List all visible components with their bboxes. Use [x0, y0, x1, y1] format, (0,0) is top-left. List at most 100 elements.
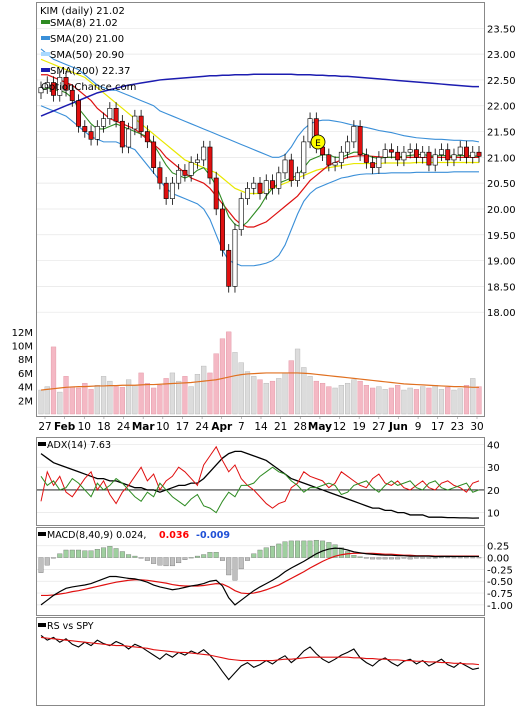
rs-swatch [38, 623, 46, 627]
volume-bar [320, 383, 325, 414]
symbol-label: KIM (daily) 21.02 [40, 6, 125, 17]
candle-body [446, 150, 450, 160]
date-tick-label: 12 [333, 421, 346, 433]
volume-bar [414, 389, 419, 414]
macd-histogram-bar [101, 548, 106, 558]
candle-body [471, 152, 475, 157]
volume-bar [39, 390, 44, 414]
rs-title: RS vs SPY [38, 621, 94, 632]
macd-histogram-bar [233, 558, 238, 581]
volume-bar [364, 385, 369, 414]
candle-body [327, 155, 331, 165]
volume-bar [326, 387, 331, 414]
volume-bar [157, 385, 162, 414]
macd-histogram-bar [308, 541, 313, 558]
macd-histogram-bar [395, 558, 400, 560]
adx-tick-label: 20 [487, 486, 500, 497]
volume-bar [245, 372, 250, 414]
macd-histogram-bar [364, 558, 369, 559]
adx-tick-label: 40 [487, 441, 500, 452]
macd-histogram-bar [120, 552, 125, 558]
macd-histogram-bar [420, 558, 425, 559]
candle-body [139, 116, 143, 131]
macd-histogram-bar [408, 558, 413, 560]
candle-body [76, 101, 80, 127]
legend-sma20-swatch [41, 36, 50, 40]
volume-bar [295, 349, 300, 414]
candle-body [101, 119, 105, 127]
legend-sma50-swatch [41, 52, 50, 56]
candle-body [95, 126, 99, 139]
legend-sma200: SMA(200) 22.37 [50, 66, 131, 77]
macd-axis: 0.250.00-0.25-0.50-0.75-1.00 [487, 542, 513, 612]
candle-body [252, 183, 256, 188]
macd-histogram-bar [195, 556, 200, 558]
volume-bar [89, 389, 94, 414]
volume-tick-label: 10M [12, 342, 33, 353]
macd-tick-label: 0.00 [487, 554, 509, 565]
candle-body [433, 155, 437, 165]
volume-bar [333, 388, 338, 414]
candle-body [89, 132, 93, 140]
macd-tick-label: -0.75 [487, 589, 513, 600]
price-panel-frame [37, 3, 485, 417]
candle-body [352, 126, 356, 141]
candle-body [145, 132, 149, 142]
price-tick-label: 19.00 [487, 257, 516, 268]
candle-body [464, 147, 468, 157]
candle-body [83, 126, 87, 131]
candle-body [239, 199, 243, 230]
macd-histogram-bar [145, 558, 150, 561]
price-axis: 23.5023.0022.5022.0021.5021.0020.5020.00… [487, 24, 516, 319]
candle-body [477, 152, 481, 156]
macd-histogram-bar [70, 550, 75, 558]
date-tick-label: 7 [238, 421, 245, 433]
macd-histogram-bar [352, 555, 357, 557]
date-tick-label: 27 [372, 421, 385, 433]
candle-body [245, 188, 249, 198]
earnings-marker: E [311, 135, 325, 149]
price-tick-label: 21.50 [487, 128, 516, 139]
adx-label: ADX(14) 7.63 [47, 440, 111, 451]
date-tick-label: Feb [54, 421, 76, 433]
macd-histogram-bar [176, 558, 181, 563]
volume-bar [276, 378, 281, 414]
price-tick-label: 20.00 [487, 205, 516, 216]
macd-histogram-bar [377, 558, 382, 560]
date-tick-label: 24 [195, 421, 209, 433]
volume-tick-label: 4M [18, 383, 33, 394]
volume-bar [314, 381, 319, 414]
macd-histogram-bar [158, 558, 163, 566]
price-tick-label: 23.00 [487, 50, 516, 61]
volume-bar [189, 387, 194, 414]
candle-body [208, 147, 212, 178]
earnings-label: E [315, 139, 321, 149]
macd-histogram-bar [276, 544, 281, 558]
date-tick-label: May [308, 421, 332, 433]
volume-bar [389, 388, 394, 414]
price-tick-label: 22.50 [487, 76, 516, 87]
candle-body [439, 150, 443, 155]
volume-bar [383, 389, 388, 414]
candle-body [283, 160, 287, 173]
volume-tick-label: 8M [18, 355, 33, 366]
macd-histogram-bar [95, 549, 100, 557]
date-tick-label: 27 [38, 421, 51, 433]
volume-bar [145, 383, 150, 414]
volume-bar [458, 389, 463, 414]
candle-body [214, 178, 218, 209]
candle-body [427, 152, 431, 165]
price-tick-label: 18.50 [487, 282, 516, 293]
volume-bar [420, 387, 425, 414]
candle-body [233, 230, 237, 287]
volume-bar [220, 339, 225, 414]
candle-body [364, 155, 368, 163]
date-tick-label: 9 [415, 421, 422, 433]
date-tick-label: Mar [132, 421, 156, 433]
candle-body [358, 126, 362, 154]
volume-bar [339, 385, 344, 414]
macd-histogram-bar [427, 558, 432, 559]
